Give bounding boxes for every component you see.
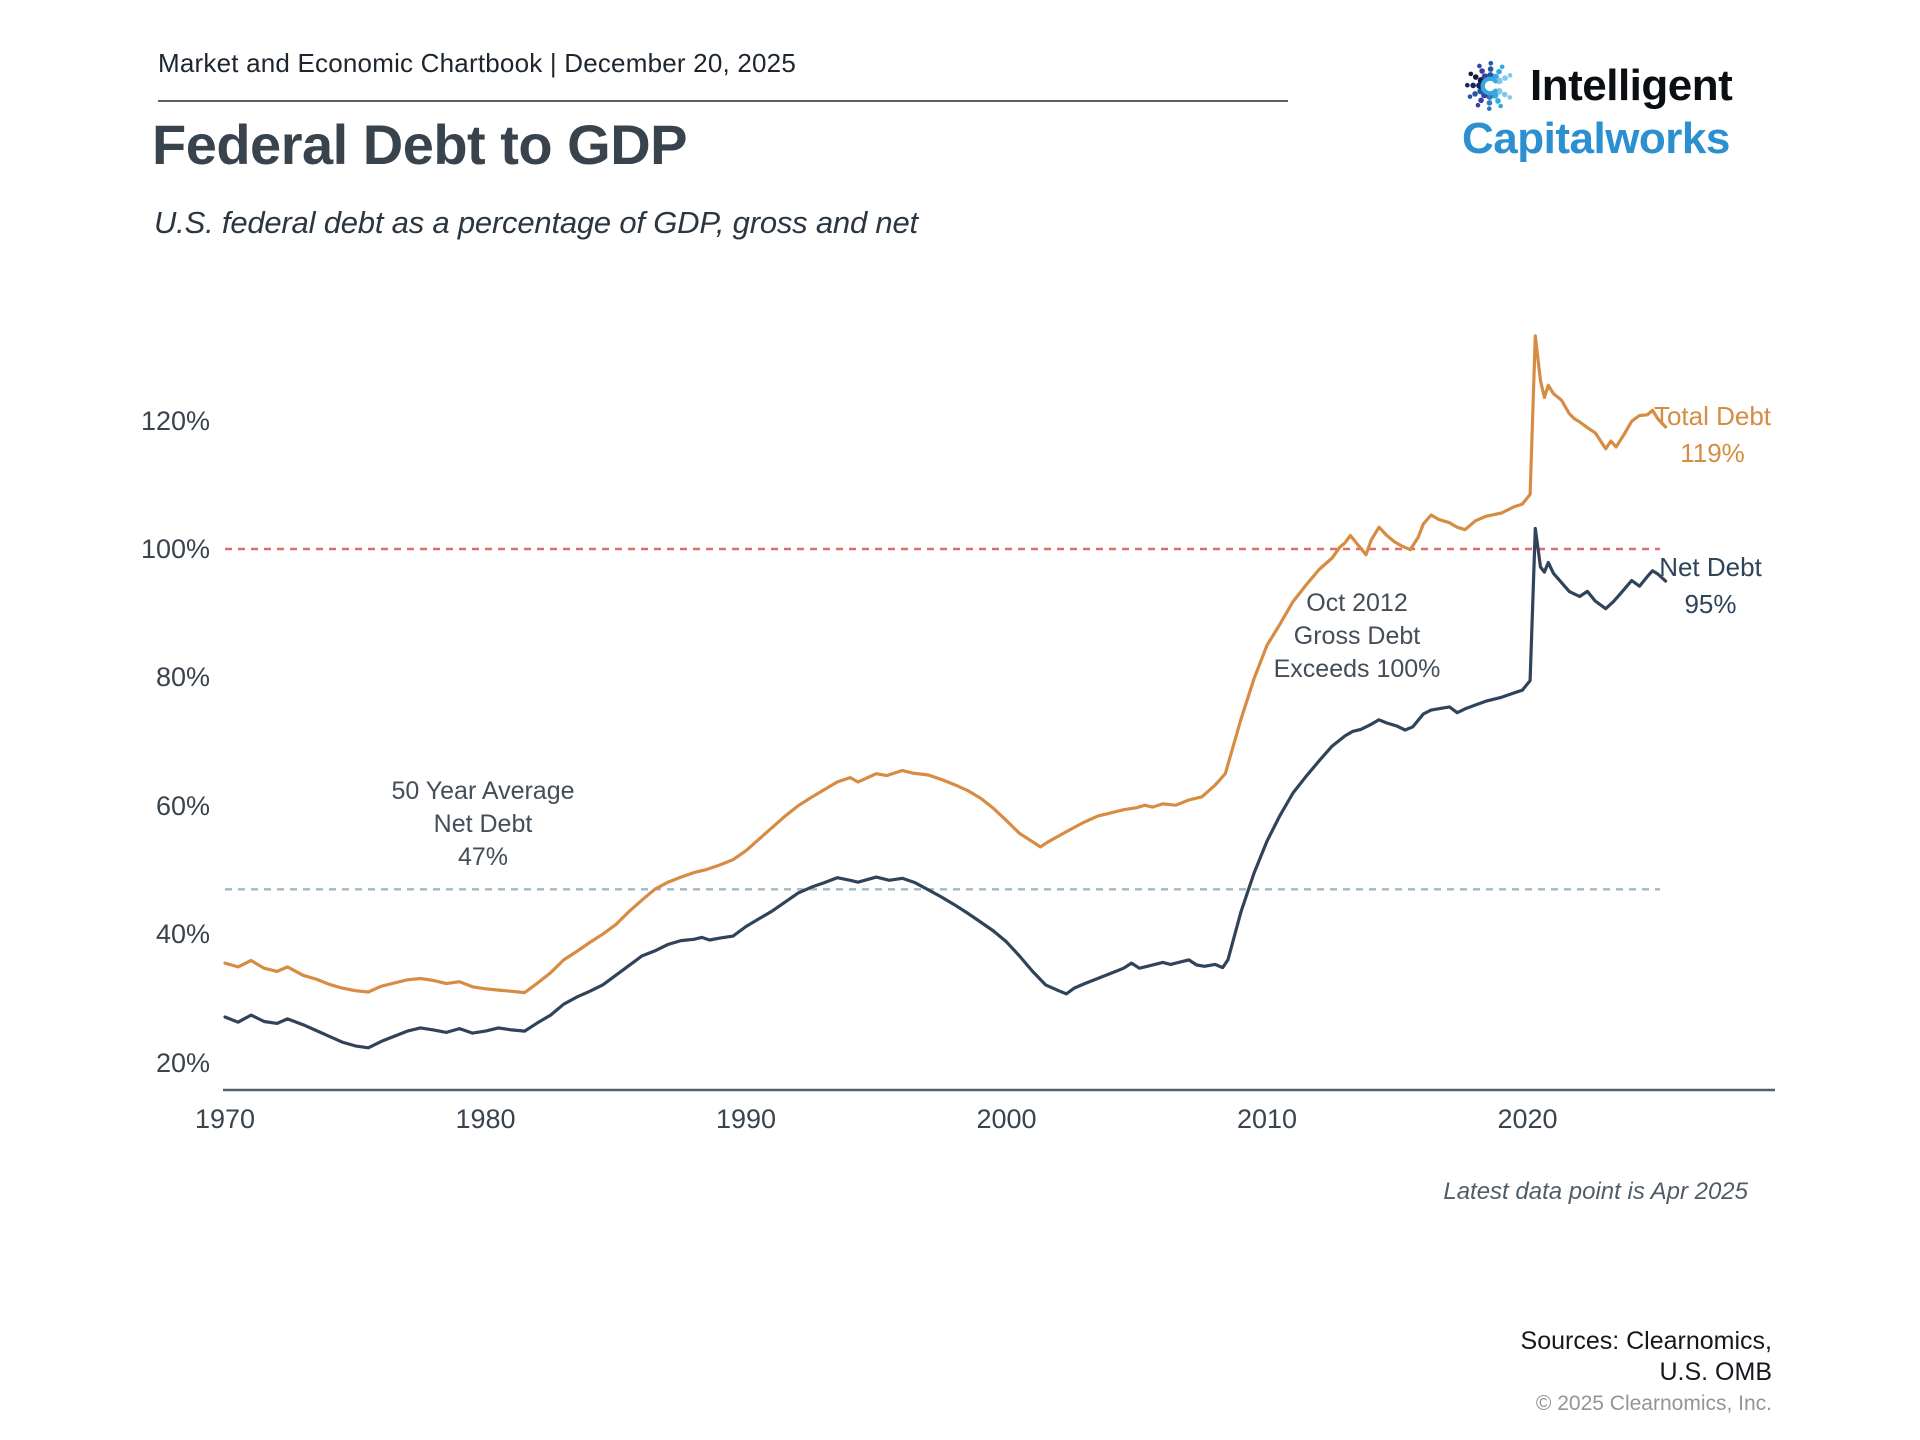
y-tick-label: 100% [140,534,210,564]
logo-dot [1486,106,1492,112]
logo-dot [1479,68,1485,74]
logo-starburst-icon [1464,60,1513,112]
brand-name-line1: Intelligent [1530,61,1733,110]
logo-dot [1472,74,1479,80]
annotation-line: 50 Year Average [391,777,575,805]
annotation-line: Net Debt [433,810,533,838]
x-tick-label: 2010 [1236,1104,1298,1134]
logo-dot [1470,82,1476,89]
x-tick-label: 1970 [194,1104,256,1134]
y-tick-label: 40% [155,919,210,950]
logo-dot [1507,95,1513,100]
logo-dot [1477,63,1482,69]
annotation-oct-2012: Oct 2012 Gross Debt Exceeds 100% [1242,587,1472,686]
series-label-total-debt: Total Debt 119% [1645,398,1780,472]
sources-line: U.S. OMB [1659,1358,1772,1386]
series-label-net-debt: Net Debt 95% [1648,549,1773,623]
annotation-line: Gross Debt [1293,622,1421,650]
logo-dot [1496,68,1502,75]
series-latest-value: 119% [1680,438,1745,468]
series-line-net-debt [223,526,1668,1050]
series-name: Net Debt [1659,552,1762,582]
series-latest-value: 95% [1684,589,1737,619]
y-tick-label: 120% [140,405,210,436]
sources-line: Sources: Clearnomics, [1520,1327,1772,1355]
chartbook-header: Market and Economic Chartbook | December… [158,48,796,78]
annotation-line: Oct 2012 [1306,589,1408,617]
x-tick-label: 2000 [976,1104,1037,1134]
annotation-line: 47% [457,843,509,871]
logo-c-arc [1480,76,1498,96]
x-tick-label: 1980 [455,1104,516,1134]
copyright-line: © 2025 Clearnomics, Inc. [1535,1392,1772,1415]
y-tick-label: 80% [155,662,210,693]
series-line-total-debt [223,334,1668,995]
logo-dot [1502,75,1508,81]
logo-dot [1495,88,1503,95]
logo-dot [1498,103,1503,109]
logo-dot [1468,71,1474,77]
page-subtitle: U.S. federal debt as a percentage of GDP… [154,205,918,240]
x-tick-label: 2020 [1497,1104,1558,1134]
logo-dot [1487,66,1494,72]
brand-logo-row: Intelligent [1462,54,1733,118]
logo-dot [1486,100,1493,106]
brand-logo-row: Capitalworks [1462,114,1732,164]
series-name: Total Debt [1653,401,1772,431]
page-title: Federal Debt to GDP [152,113,688,176]
annotation-line: Exceeds 100% [1273,655,1441,683]
latest-data-footnote: Latest data point is Apr 2025 [1443,1178,1748,1205]
logo-dot [1464,82,1470,88]
logo-dot [1499,64,1505,70]
logo-dot [1467,94,1473,99]
y-tick-label: 20% [155,1047,210,1078]
logo-dot [1501,91,1508,98]
logo-dot [1507,73,1513,78]
logo-dot [1495,98,1501,104]
y-tick-label: 60% [155,790,210,821]
logo-dot [1472,91,1478,97]
sources-block: Sources: Clearnomics, U.S. OMB © 2025 Cl… [1521,1326,1772,1417]
x-tick-label: 1990 [715,1104,777,1134]
annotation-50yr-average: 50 Year Average Net Debt 47% [368,775,598,874]
header-divider [158,100,1288,102]
logo-dot [1488,60,1494,66]
brand-name-line2: Capitalworks [1462,114,1730,163]
logo-dot [1478,97,1484,104]
brand-logo: Intelligent Capitalworks [1462,54,1733,164]
logo-dot [1475,102,1481,108]
logo-dot [1496,77,1503,85]
